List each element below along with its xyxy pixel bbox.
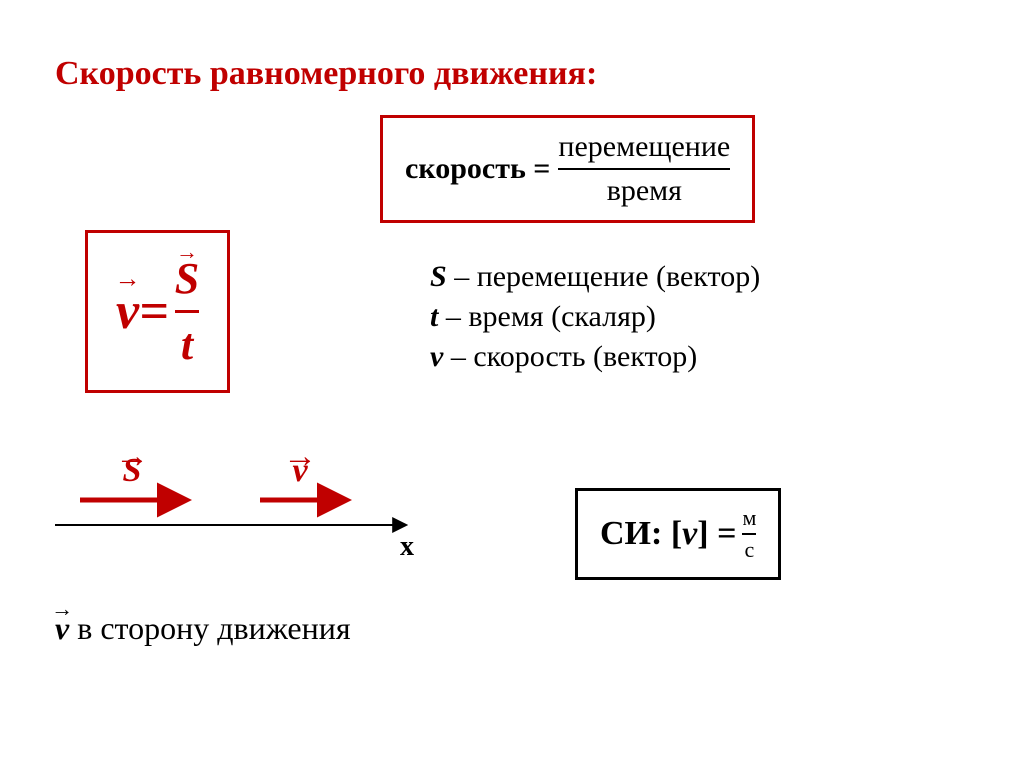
definition-line: t – время (скаляр): [430, 300, 760, 334]
fraction-line: [175, 310, 199, 313]
bottom-note-text: в сторону движения: [77, 610, 350, 646]
si-symbol: v: [682, 515, 697, 553]
bottom-note: → v в сторону движения: [55, 610, 351, 647]
si-suffix: ] =: [697, 515, 736, 553]
definition-text: – скорость (вектор): [443, 340, 697, 373]
vector-formula-box: → v = → S t: [85, 230, 230, 393]
definition-symbol: v: [430, 340, 443, 373]
vector-v-symbol: → v: [116, 282, 139, 341]
si-fraction: м с: [742, 505, 756, 563]
vector-v-symbol: → v: [55, 610, 69, 647]
vector-arrow-icon: →: [115, 264, 141, 294]
word-formula-box: скорость = перемещение время: [380, 115, 755, 223]
si-units-box: СИ: [ v ] = м с: [575, 488, 781, 580]
vector-v-label: → v: [293, 452, 308, 490]
fraction-line: [742, 533, 756, 535]
si-denominator: с: [745, 537, 755, 563]
si-prefix: СИ: [: [600, 515, 682, 553]
word-formula-fraction: перемещение время: [558, 130, 730, 208]
vector-arrow-icon: →: [176, 239, 198, 265]
fraction-line: [558, 168, 730, 170]
vector-arrow-icon: →: [283, 438, 317, 476]
definitions-block: S – перемещение (вектор) t – время (скал…: [430, 260, 760, 380]
equals-sign: =: [139, 282, 169, 341]
axis-x-label: x: [400, 531, 414, 563]
definition-line: v – скорость (вектор): [430, 340, 760, 374]
axis-diagram: → S → v x: [55, 445, 425, 555]
vector-formula-fraction: → S t: [175, 253, 199, 370]
word-formula-denominator: время: [607, 174, 682, 208]
vector-s-label: → S: [123, 452, 142, 490]
definition-symbol: S: [430, 260, 447, 293]
si-numerator: м: [742, 505, 756, 531]
vector-s-symbol: → S: [175, 253, 199, 304]
definition-text: – время (скаляр): [438, 300, 656, 333]
definition-text: – перемещение (вектор): [447, 260, 761, 293]
definition-line: S – перемещение (вектор): [430, 260, 760, 294]
axis-svg: [55, 445, 425, 555]
vector-arrow-icon: →: [115, 438, 149, 476]
vector-t-symbol: t: [181, 319, 193, 370]
page-title: Скорость равномерного движения:: [55, 55, 597, 93]
vector-arrow-icon: →: [51, 596, 73, 622]
word-formula-lhs: скорость =: [405, 152, 550, 186]
word-formula-numerator: перемещение: [558, 130, 730, 164]
